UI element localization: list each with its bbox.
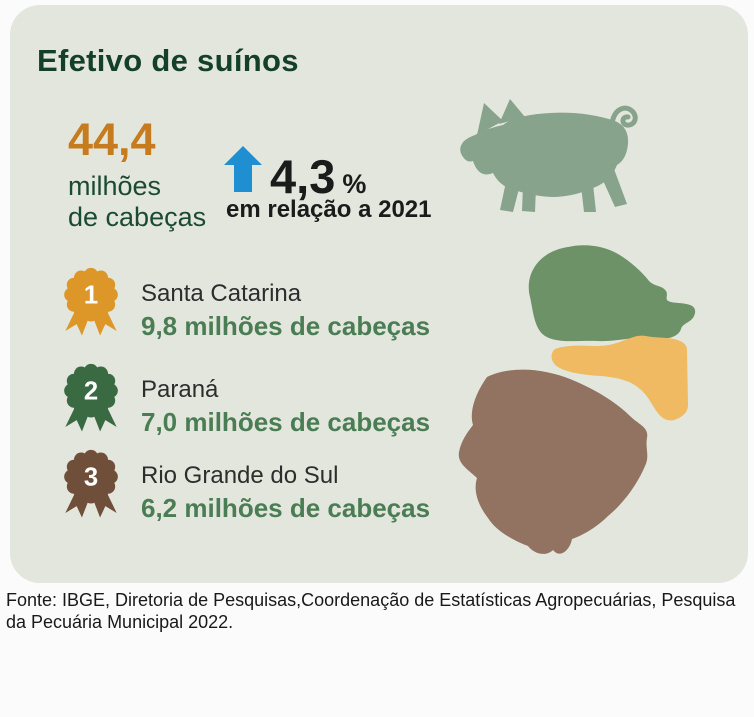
pig-silhouette <box>460 99 638 212</box>
state-value: 9,8 milhões de cabeças <box>141 311 431 342</box>
map-region-santa-catarina-shape <box>551 335 688 421</box>
ranking-item-santa-catarina: 1 Santa Catarina 9,8 milhões de cabeças <box>57 265 430 341</box>
change-value: 4,3 <box>270 150 336 203</box>
total-unit-line1: milhões <box>68 171 162 201</box>
rank-1-badge-icon: 1 <box>57 265 125 341</box>
rank-2-number: 2 <box>84 377 98 405</box>
rank-1-number: 1 <box>84 281 98 309</box>
state-value: 6,2 milhões de cabeças <box>141 493 431 524</box>
rank-3-number: 3 <box>84 463 98 491</box>
state-name: Santa Catarina <box>141 280 302 307</box>
state-name: Rio Grande do Sul <box>141 462 339 489</box>
ranking-item-rio-grande-do-sul: 3 Rio Grande do Sul 6,2 milhões de cabeç… <box>57 447 430 523</box>
infographic-card: Efetivo de suínos 44,4 milhões de cabeça… <box>10 5 748 583</box>
total-herd-stat: 44,4 milhões de cabeças <box>68 117 206 234</box>
up-arrow-shape <box>224 146 262 192</box>
state-name: Paraná <box>141 376 219 403</box>
rank-3-text: Rio Grande do Sul 6,2 milhões de cabeças <box>141 462 431 524</box>
state-value: 7,0 milhões de cabeças <box>141 407 431 438</box>
total-unit: milhões de cabeças <box>68 171 206 234</box>
rank-2-badge-icon: 2 <box>57 361 125 437</box>
pig-icon <box>455 93 645 218</box>
ranking-item-parana: 2 Paraná 7,0 milhões de cabeças <box>57 361 430 437</box>
total-value: 44,4 <box>68 114 156 165</box>
percent-sign: % <box>342 169 367 199</box>
rank-3-badge-icon: 3 <box>57 447 125 523</box>
up-arrow-icon <box>224 146 262 192</box>
change-caption: em relação a 2021 <box>226 196 432 223</box>
map-region-parana-shape <box>528 245 696 342</box>
south-brazil-map <box>450 237 750 567</box>
map-region-rio-grande-do-sul-shape <box>458 369 648 554</box>
source-note: Fonte: IBGE, Diretoria de Pesquisas,Coor… <box>6 590 736 633</box>
page-title: Efetivo de suínos <box>37 43 299 78</box>
total-unit-line2: de cabeças <box>68 202 207 233</box>
rank-1-text: Santa Catarina 9,8 milhões de cabeças <box>141 280 431 342</box>
rank-2-text: Paraná 7,0 milhões de cabeças <box>141 376 431 438</box>
change-percentage: 4,3% <box>270 153 366 200</box>
